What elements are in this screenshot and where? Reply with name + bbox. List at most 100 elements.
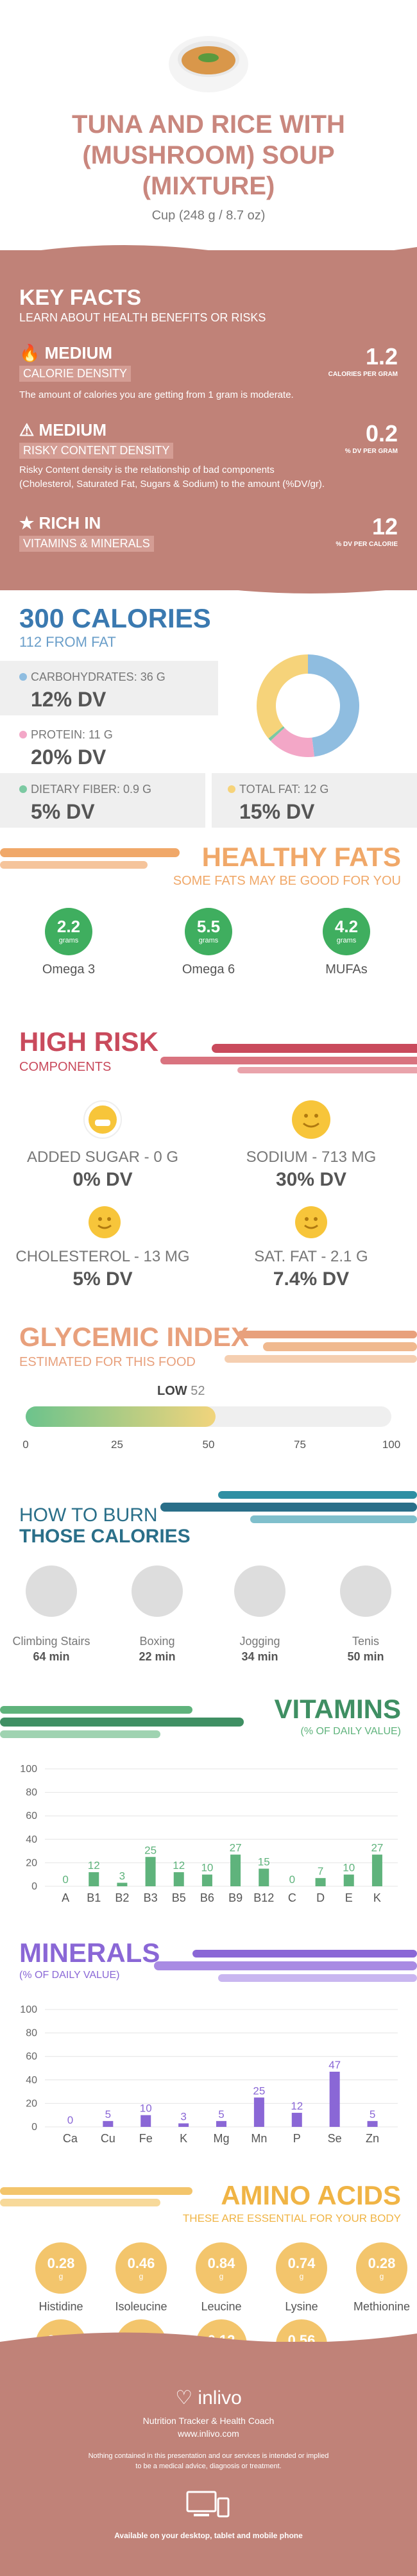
glycemic-level: LOW 52 <box>157 1384 205 1398</box>
calorie-density-label: CALORIE DENSITY <box>19 366 132 382</box>
fat-label: TOTAL FAT: 12 g <box>228 783 328 796</box>
amino-title: AMINO ACIDS <box>221 2180 401 2210</box>
y-tick-label: 0 <box>31 1881 37 1892</box>
y-tick-label: 80 <box>26 2028 37 2039</box>
mufas-name: MUFAs <box>325 962 368 977</box>
bar-value-label: 12 <box>291 2100 303 2112</box>
bar-value-label: 5 <box>105 2108 111 2120</box>
bar-value-label: 25 <box>253 2085 265 2097</box>
bar-value-label: 15 <box>258 1856 270 1868</box>
key-facts-section <box>0 250 417 590</box>
bar-value-label: 5 <box>370 2108 375 2120</box>
added-sugar-label: ADDED SUGAR - 0 g <box>26 1148 179 1166</box>
omega3-circle: 2.2 grams <box>45 908 92 955</box>
grin-icon <box>83 1100 122 1139</box>
stripe-decoration <box>0 2187 192 2206</box>
bar <box>178 2123 189 2127</box>
x-tick-label: B3 <box>144 1891 158 1904</box>
donut-slice-carbs <box>308 654 360 757</box>
stripe-decoration <box>0 1706 244 1738</box>
amino-name: Histidine <box>38 2300 83 2313</box>
amino-name: Leucine <box>201 2300 242 2313</box>
bar <box>117 1882 128 1886</box>
calories-subtitle: 112 FROM FAT <box>19 634 116 650</box>
donut-slice-fat <box>257 654 308 738</box>
bar <box>291 2113 302 2127</box>
vitamins-level: ★ RICH IN <box>19 513 101 533</box>
vitamins-unit: % DV PER CALORIE <box>336 541 398 548</box>
y-tick-label: 60 <box>26 1811 37 1821</box>
stripe-decoration <box>0 848 180 869</box>
wave-decoration <box>0 2332 417 2351</box>
bar-value-label: 10 <box>140 2103 152 2115</box>
bar <box>216 2120 226 2127</box>
risky-density-unit: % DV PER GRAM <box>345 448 398 455</box>
omega6-circle: 5.5 grams <box>185 908 232 955</box>
amino-circle: 0.28 g <box>356 2242 407 2294</box>
glycemic-tick-label: 0 <box>22 1438 29 1451</box>
protein-label: PROTEIN: 11 g <box>19 728 113 742</box>
bar <box>315 1878 326 1886</box>
bar-value-label: 27 <box>230 1842 242 1854</box>
bar-value-label: 12 <box>173 1859 185 1872</box>
footer-site[interactable]: www.inlivo.com <box>178 2428 239 2439</box>
burn-activity-name: Climbing Stairs <box>12 1635 90 1648</box>
minerals-bar-chart: 0 20 40 60 80 100 0 Ca 5 Cu 10 Fe 3 K 5 Mg 25 Mn 12 P 47 Se 5 Z… <box>20 2004 398 2145</box>
jogging-icon <box>234 1565 285 1617</box>
bar-value-label: 12 <box>88 1859 100 1872</box>
glycemic-tick-label: 50 <box>202 1438 215 1451</box>
bar <box>103 2120 114 2127</box>
burn-activity-time: 50 min <box>347 1650 384 1663</box>
page-title: TUNA AND RICE WITH (MUSHROOM) SOUP (MIXT… <box>72 110 345 200</box>
vitamins-value: 12 <box>371 513 398 540</box>
x-tick-label: Ca <box>63 2132 78 2145</box>
bar <box>173 1872 184 1886</box>
sodium-label: SODIUM - 713 mg <box>246 1148 377 1166</box>
bar <box>371 1854 382 1886</box>
bar <box>230 1854 241 1886</box>
stripe-decoration <box>225 1331 417 1363</box>
glycemic-tick-label: 100 <box>382 1438 401 1451</box>
x-tick-label: K <box>373 1891 381 1904</box>
vitamins-label: VITAMINS & MINERALS <box>19 536 154 552</box>
bar-value-label: 5 <box>218 2108 224 2120</box>
bar <box>89 1872 99 1886</box>
bar <box>343 1874 354 1886</box>
amino-circle: 0.84 g <box>196 2242 247 2294</box>
risky-density-label: RISKY CONTENT DENSITY <box>19 443 174 459</box>
burn-activity-name: Jogging <box>239 1635 280 1648</box>
footer <box>0 2342 417 2576</box>
vitamins-bar-chart: 0204060801000A12B13B225B312B510B627B915B… <box>20 1764 398 1904</box>
fiber-label: DIETARY FIBER: 0.9 g <box>19 783 151 796</box>
mufas-circle: 4.2 grams <box>323 908 370 955</box>
donut-slice-fiber <box>268 726 285 741</box>
sat-fat-label: SAT. FAT - 2.1 g <box>254 1248 368 1265</box>
protein-dv: 20% DV <box>31 746 106 769</box>
y-tick-label: 40 <box>26 2075 37 2086</box>
bar-value-label: 27 <box>371 1842 383 1854</box>
sat-fat-dv: 7.4% DV <box>273 1268 350 1290</box>
x-tick-label: A <box>62 1891 69 1904</box>
high-risk-title: HIGH RISK <box>19 1027 159 1057</box>
minerals-title: MINERALS <box>19 1938 160 1968</box>
bar <box>253 2097 264 2127</box>
amino-circle: 0.74 g <box>276 2242 327 2294</box>
donut-slice-protein <box>270 728 315 757</box>
bar <box>259 1868 269 1886</box>
calorie-density-unit: CALORIES PER GRAM <box>328 371 398 378</box>
amino-name: Isoleucine <box>115 2300 167 2313</box>
x-tick-label: B1 <box>87 1891 101 1904</box>
carbs-row <box>0 661 218 715</box>
footer-platforms: Available on your desktop, tablet and mo… <box>114 2531 303 2540</box>
x-tick-label: P <box>293 2132 301 2145</box>
y-tick-label: 80 <box>26 1787 37 1798</box>
wave-decoration <box>0 245 417 263</box>
calorie-density-desc: The amount of calories you are getting f… <box>19 389 294 400</box>
omega3-name: Omega 3 <box>42 962 96 977</box>
y-tick-label: 20 <box>26 2098 37 2109</box>
x-tick-label: Se <box>328 2132 342 2145</box>
bar-value-label: 47 <box>328 2059 341 2071</box>
burn-title-1: HOW TO BURN <box>19 1505 158 1526</box>
y-tick-label: 40 <box>26 1834 37 1845</box>
